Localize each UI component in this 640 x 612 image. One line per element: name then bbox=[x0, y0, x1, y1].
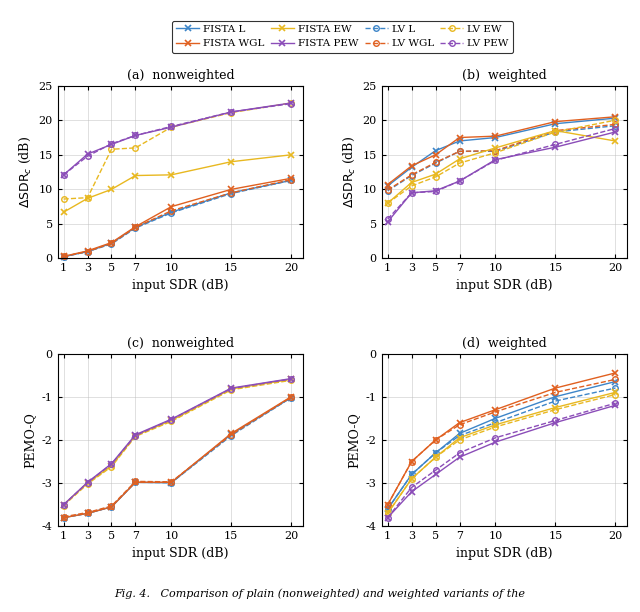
Title: (d)  weighted: (d) weighted bbox=[462, 337, 547, 349]
Title: (a)  nonweighted: (a) nonweighted bbox=[127, 69, 234, 82]
X-axis label: input SDR (dB): input SDR (dB) bbox=[456, 547, 553, 560]
Y-axis label: PEMO-Q: PEMO-Q bbox=[348, 412, 360, 468]
Title: (c)  nonweighted: (c) nonweighted bbox=[127, 337, 234, 349]
Y-axis label: $\Delta\mathrm{SDR}_c$ (dB): $\Delta\mathrm{SDR}_c$ (dB) bbox=[18, 136, 33, 208]
Text: Fig. 4.   Comparison of plain (nonweighted) and weighted variants of the: Fig. 4. Comparison of plain (nonweighted… bbox=[115, 588, 525, 599]
X-axis label: input SDR (dB): input SDR (dB) bbox=[132, 279, 228, 292]
Y-axis label: PEMO-Q: PEMO-Q bbox=[23, 412, 36, 468]
Title: (b)  weighted: (b) weighted bbox=[462, 69, 547, 82]
X-axis label: input SDR (dB): input SDR (dB) bbox=[456, 279, 553, 292]
Y-axis label: $\Delta\mathrm{SDR}_c$ (dB): $\Delta\mathrm{SDR}_c$ (dB) bbox=[342, 136, 357, 208]
Legend: FISTA L, FISTA WGL, FISTA EW, FISTA PEW, LV L, LV WGL, LV EW, LV PEW: FISTA L, FISTA WGL, FISTA EW, FISTA PEW,… bbox=[172, 21, 513, 53]
X-axis label: input SDR (dB): input SDR (dB) bbox=[132, 547, 228, 560]
